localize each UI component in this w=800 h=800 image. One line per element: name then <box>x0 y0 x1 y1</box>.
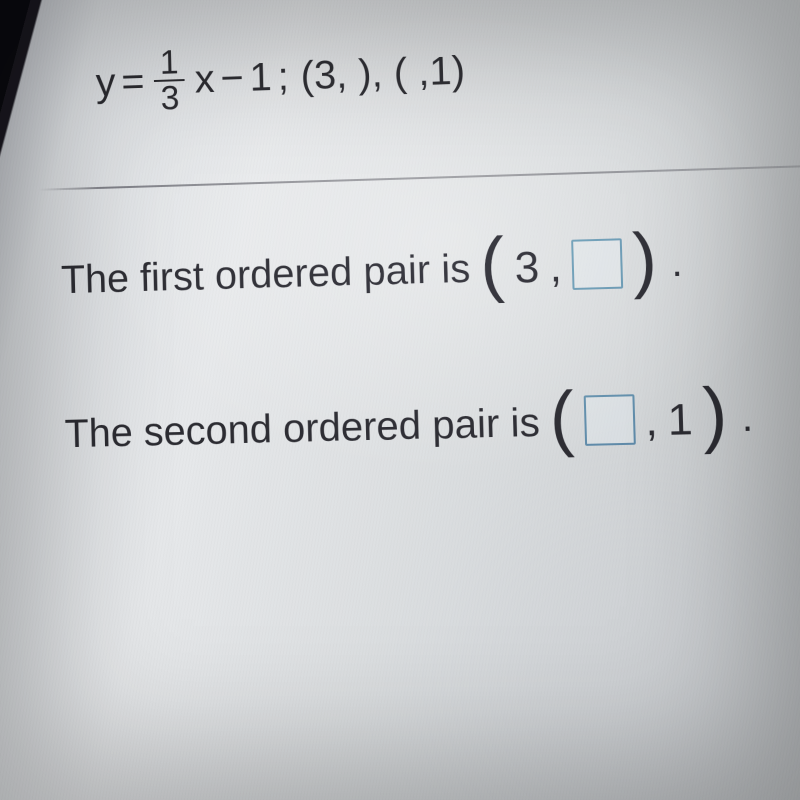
first-pair-prefix: The first ordered pair is <box>61 247 471 303</box>
pair2-known-y: 1 <box>667 395 693 446</box>
pair2-comma: , <box>644 395 658 446</box>
first-pair-line: The first ordered pair is ( 3 , ) . <box>60 231 794 309</box>
open-paren-icon: ( <box>479 236 505 294</box>
eq-lhs: y <box>95 60 116 105</box>
eq-equals: = <box>121 59 145 104</box>
eq-fraction: 1 3 <box>153 45 185 115</box>
problem-content: y = 1 3 x − 1 ; (3, ), ( ,1) The first o… <box>0 0 800 800</box>
equation-row: y = 1 3 x − 1 ; (3, ), ( ,1) <box>95 25 789 118</box>
second-pair-line: The second ordered pair is ( , 1 ) . <box>64 388 799 464</box>
close-paren-icon: ) <box>702 386 728 445</box>
eq-x: x <box>194 57 215 102</box>
fraction-numerator: 1 <box>153 45 184 80</box>
section-divider <box>39 164 800 191</box>
pair1-known-x: 3 <box>514 242 540 293</box>
pair2-period: . <box>741 396 754 442</box>
pair1-comma: , <box>549 242 563 293</box>
eq-given-pairs: (3, ), ( ,1) <box>300 48 466 98</box>
pair1-period: . <box>671 241 684 287</box>
open-paren-icon: ( <box>549 390 575 449</box>
eq-semicolon: ; <box>277 54 289 99</box>
eq-const: 1 <box>249 55 272 100</box>
pair1-y-input[interactable] <box>571 238 623 290</box>
fraction-denominator: 3 <box>154 81 185 116</box>
eq-minus: − <box>220 56 244 101</box>
pair2-x-input[interactable] <box>583 394 635 446</box>
close-paren-icon: ) <box>632 231 658 290</box>
second-pair-prefix: The second ordered pair is <box>64 401 540 458</box>
